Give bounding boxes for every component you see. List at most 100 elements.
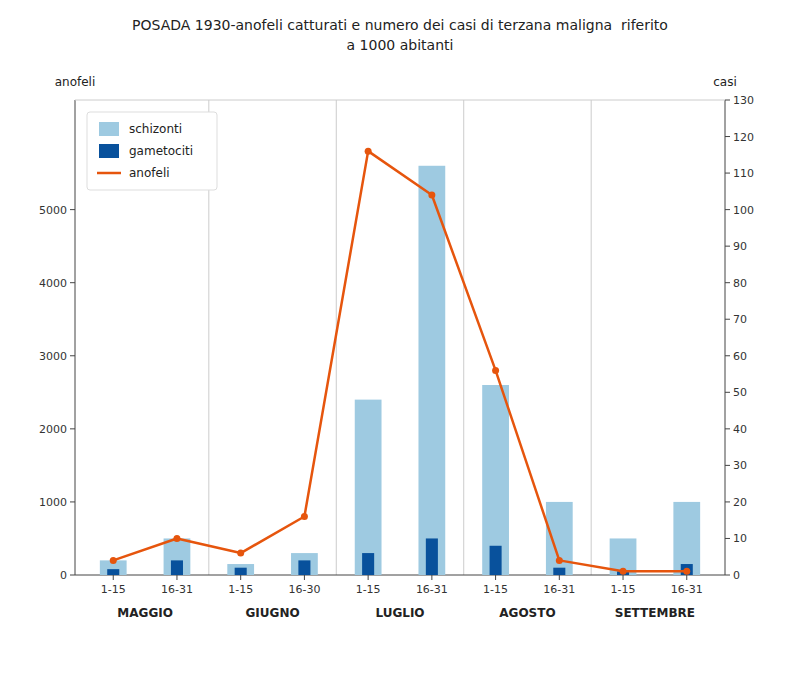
y2-tick-label: 70 xyxy=(733,313,747,326)
x-tick-label: 16-31 xyxy=(161,583,193,596)
y2-tick xyxy=(725,355,730,356)
y-tick-label: 4000 xyxy=(39,277,67,290)
line-point xyxy=(365,148,372,155)
y-tick xyxy=(70,428,75,429)
bar xyxy=(164,538,191,575)
line xyxy=(113,151,687,571)
bar xyxy=(298,560,310,575)
x-tick xyxy=(240,575,241,580)
legend-label: gametociti xyxy=(129,144,193,158)
group-label: SETTEMBRE xyxy=(615,606,695,620)
x-tick xyxy=(559,575,560,580)
y-tick xyxy=(70,282,75,283)
y2-tick xyxy=(725,501,730,502)
y2-tick xyxy=(725,465,730,466)
bar xyxy=(235,568,247,575)
x-tick xyxy=(623,575,624,580)
bar xyxy=(291,553,318,575)
y-tick-label: 3000 xyxy=(39,350,67,363)
y2-tick xyxy=(725,428,730,429)
y2-tick-label: 130 xyxy=(733,94,754,107)
y2-tick xyxy=(725,282,730,283)
x-tick xyxy=(686,575,687,580)
line-point xyxy=(237,550,244,557)
bar xyxy=(107,569,119,575)
x-tick xyxy=(368,575,369,580)
group-separator xyxy=(463,100,464,575)
y2-tick-label: 10 xyxy=(733,532,747,545)
x-tick xyxy=(431,575,432,580)
bar xyxy=(227,564,254,575)
subtitle: a 1000 abitanti xyxy=(347,37,454,53)
x-tick-label: 1-15 xyxy=(356,583,381,596)
group-label: MAGGIO xyxy=(117,606,173,620)
x-tick xyxy=(113,575,114,580)
y2-tick xyxy=(725,209,730,210)
y-tick-label: 1000 xyxy=(39,496,67,509)
x-tick-label: 1-15 xyxy=(483,583,508,596)
bar xyxy=(490,546,502,575)
y2-tick xyxy=(725,136,730,137)
y2-tick-label: 60 xyxy=(733,350,747,363)
group-separator xyxy=(591,100,592,575)
line-point xyxy=(428,192,435,199)
y-axis-line xyxy=(75,100,76,575)
title: POSADA 1930-anofeli catturati e numero d… xyxy=(132,17,668,33)
x-tick-label: 16-31 xyxy=(416,583,448,596)
legend-label: schizonti xyxy=(129,122,182,136)
legend-swatch xyxy=(99,144,119,158)
bar xyxy=(171,560,183,575)
data-layer xyxy=(100,148,700,575)
y2-tick-label: 40 xyxy=(733,423,747,436)
y2-tick-label: 50 xyxy=(733,386,747,399)
x-tick-label: 1-15 xyxy=(228,583,253,596)
y2-tick-label: 90 xyxy=(733,240,747,253)
y-tick xyxy=(70,209,75,210)
legend: schizonti gametociti anofeli xyxy=(87,112,217,190)
line-point xyxy=(492,367,499,374)
y2-axis-line xyxy=(725,100,726,575)
line-point xyxy=(556,557,563,564)
bar xyxy=(673,502,700,575)
y2-tick-label: 0 xyxy=(733,569,740,582)
y2-tick xyxy=(725,100,730,101)
x-tick-label: 16-31 xyxy=(543,583,575,596)
x-tick xyxy=(304,575,305,580)
bar xyxy=(546,502,573,575)
y-tick xyxy=(70,355,75,356)
x-tick-label: 16-31 xyxy=(671,583,703,596)
group-label: LUGLIO xyxy=(375,606,424,620)
x-tick xyxy=(495,575,496,580)
line-point xyxy=(683,568,690,575)
legend-label: anofeli xyxy=(129,166,170,180)
line-point xyxy=(620,568,627,575)
group-label: GIUGNO xyxy=(245,606,299,620)
y2-tick xyxy=(725,392,730,393)
y-tick-label: 2000 xyxy=(39,423,67,436)
x-tick-label: 1-15 xyxy=(611,583,636,596)
y2-tick-label: 80 xyxy=(733,277,747,290)
y-tick-label: 0 xyxy=(60,569,67,582)
legend-box xyxy=(87,112,217,190)
y-tick-label: 5000 xyxy=(39,204,67,217)
x-tick-label: 16-30 xyxy=(288,583,320,596)
y2-tick-label: 20 xyxy=(733,496,747,509)
line-point xyxy=(301,513,308,520)
y2-tick xyxy=(725,538,730,539)
y2-tick-label: 120 xyxy=(733,131,754,144)
bar xyxy=(553,568,565,575)
y2-tick xyxy=(725,575,730,576)
y2-tick xyxy=(725,319,730,320)
plot-top-line xyxy=(75,100,725,101)
bar xyxy=(355,400,382,575)
x-tick xyxy=(176,575,177,580)
group-label: AGOSTO xyxy=(499,606,555,620)
bar xyxy=(482,385,509,575)
bar xyxy=(681,564,693,575)
y-tick xyxy=(70,575,75,576)
legend-swatch xyxy=(99,122,119,136)
legend-swatch xyxy=(97,172,121,175)
y2-tick-label: 110 xyxy=(733,167,754,180)
line-point xyxy=(110,557,117,564)
y2-tick xyxy=(725,246,730,247)
